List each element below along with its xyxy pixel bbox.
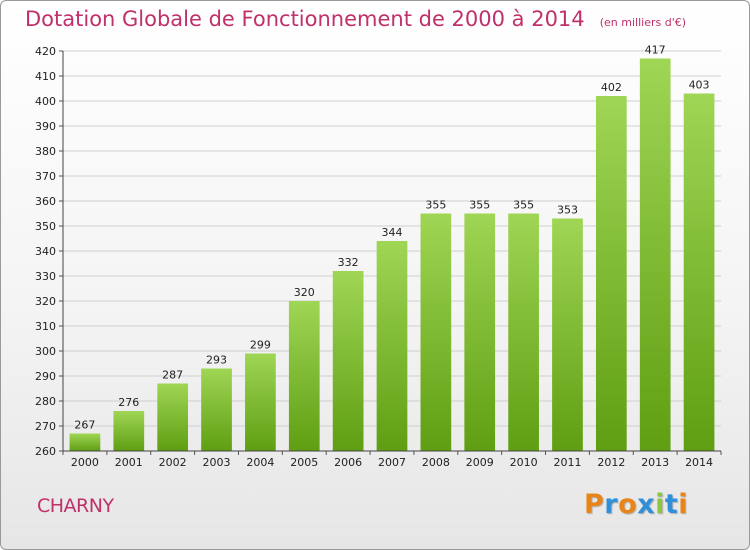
bar-2006 (332, 271, 364, 451)
x-tick-label-2007: 2007 (378, 456, 406, 469)
y-tick-label: 340 (35, 245, 56, 258)
logo-letter: r (604, 489, 619, 520)
data-label-2003: 293 (206, 354, 227, 367)
bar-2004 (245, 353, 276, 451)
bar-2009 (464, 213, 496, 451)
y-tick-label: 300 (35, 345, 56, 358)
data-label-2007: 344 (382, 226, 403, 239)
bar-2008 (420, 213, 452, 451)
y-tick-label: 270 (35, 420, 56, 433)
logo-letter: i (655, 489, 665, 520)
data-label-2009: 355 (469, 199, 490, 212)
title-row: Dotation Globale de Fonctionnement de 20… (25, 7, 686, 31)
x-tick-label-2001: 2001 (115, 456, 143, 469)
axes (62, 51, 721, 452)
data-label-2013: 417 (645, 44, 666, 57)
y-tick-label: 330 (35, 270, 56, 283)
bar-2007 (376, 241, 408, 451)
proxiti-logo: Proxiti (584, 489, 688, 520)
data-label-2002: 287 (162, 369, 183, 382)
y-tick-label: 390 (35, 120, 56, 133)
data-label-2006: 332 (338, 256, 359, 269)
bar-2014 (683, 93, 715, 451)
logo-letter: t (664, 489, 679, 520)
bar-2000 (69, 433, 101, 451)
bar-2001 (113, 411, 145, 451)
x-tick-label-2002: 2002 (159, 456, 187, 469)
logo-letter: o (618, 489, 638, 520)
x-tick-label-2004: 2004 (246, 456, 274, 469)
y-tick-label: 260 (35, 445, 56, 458)
data-label-2011: 353 (557, 204, 578, 217)
chart-title: Dotation Globale de Fonctionnement de 20… (25, 7, 585, 31)
logo-letter: x (637, 489, 656, 520)
y-tick-label: 410 (35, 70, 56, 83)
y-axis-ticks: 260 270 280 290 300 310 320 330 340 350 360 370 380 3… (35, 45, 63, 458)
bar-2003 (201, 368, 232, 451)
logo-letter: P (584, 489, 605, 520)
data-label-2014: 403 (689, 79, 710, 92)
y-tick-label: 400 (35, 95, 56, 108)
chart-subtitle: (en milliers d'€) (599, 16, 687, 29)
x-tick-label-2006: 2006 (334, 456, 362, 469)
data-label-2005: 320 (294, 286, 315, 299)
bar-2002 (157, 383, 189, 451)
data-label-2000: 267 (74, 419, 95, 432)
x-tick-label-2010: 2010 (510, 456, 538, 469)
x-tick-label-2014: 2014 (685, 456, 713, 469)
x-tick-label-2000: 2000 (71, 456, 99, 469)
y-tick-label: 280 (35, 395, 56, 408)
bar-2012 (595, 96, 627, 451)
data-label-2012: 402 (601, 81, 622, 94)
y-tick-label: 350 (35, 220, 56, 233)
y-tick-label: 320 (35, 295, 56, 308)
y-tick-label: 290 (35, 370, 56, 383)
x-tick-label-2008: 2008 (422, 456, 450, 469)
y-tick-label: 370 (35, 170, 56, 183)
data-label-2001: 276 (118, 396, 139, 409)
data-label-2010: 355 (513, 199, 534, 212)
x-tick-label-2012: 2012 (597, 456, 625, 469)
y-tick-label: 380 (35, 145, 56, 158)
x-tick-label-2003: 2003 (203, 456, 231, 469)
bar-2010 (508, 213, 539, 451)
data-label-2004: 299 (250, 339, 271, 352)
y-tick-label: 420 (35, 45, 56, 58)
data-labels: 267 276 287 293 299 320 332 344 355 355 355 353 402 4… (74, 44, 709, 432)
x-tick-label-2009: 2009 (466, 456, 494, 469)
x-tick-label-2013: 2013 (641, 456, 669, 469)
logo-letter: i (678, 489, 689, 520)
x-tick-label-2005: 2005 (290, 456, 318, 469)
bar-2013 (639, 58, 671, 451)
data-label-2008: 355 (425, 199, 446, 212)
y-tick-label: 310 (35, 320, 56, 333)
x-axis-ticks: 2000 2001 2002 2003 2004 2005 2006 2007 2008 2009… (62, 451, 722, 469)
bar-2011 (552, 218, 583, 451)
commune-name: CHARNY (37, 495, 114, 517)
y-tick-label: 360 (35, 195, 56, 208)
bar-2005 (288, 301, 320, 451)
bars (69, 58, 715, 451)
x-tick-label-2011: 2011 (553, 456, 581, 469)
